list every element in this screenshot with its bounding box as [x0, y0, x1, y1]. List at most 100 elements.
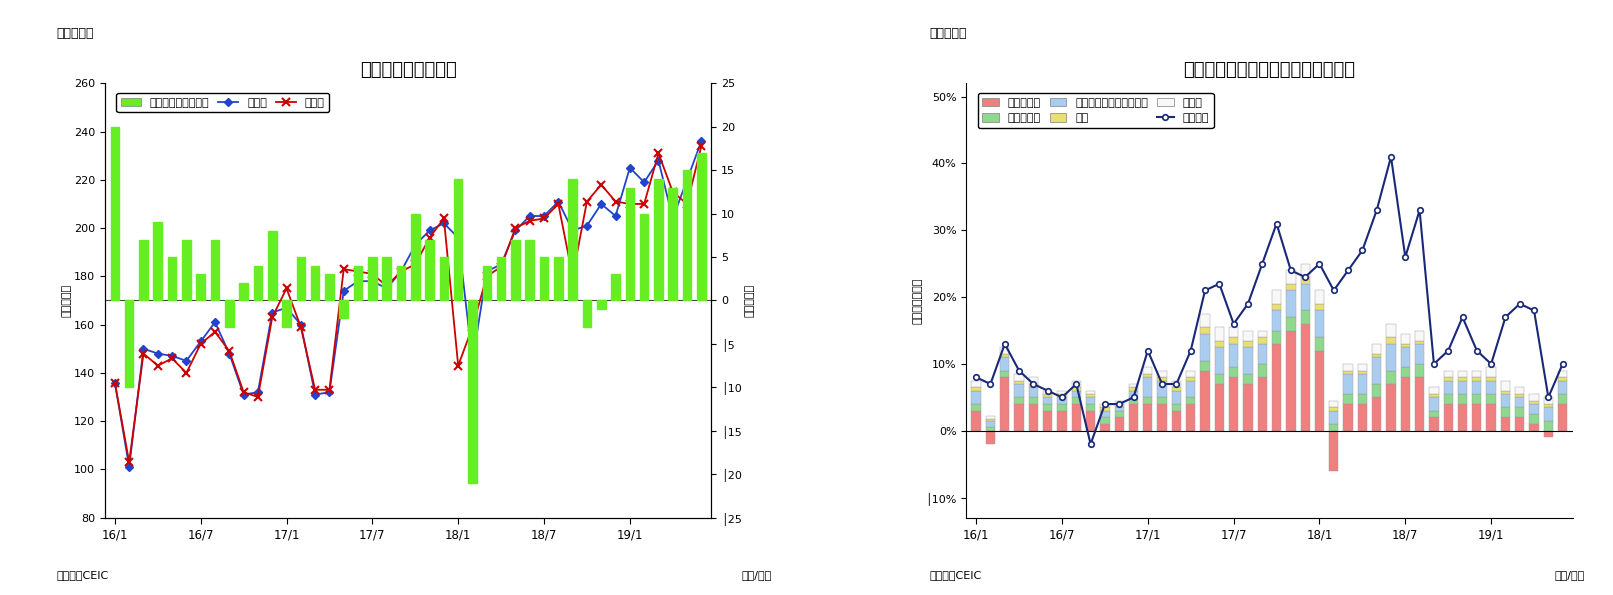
Bar — [1487, 404, 1495, 431]
Bar — [986, 421, 995, 427]
Bar — [1344, 371, 1353, 374]
Bar — [1515, 397, 1524, 408]
Bar — [697, 153, 705, 300]
Y-axis label: （億ドル）: （億ドル） — [61, 284, 71, 317]
Bar — [1458, 381, 1468, 394]
Bar — [1000, 354, 1010, 357]
Bar — [1386, 344, 1395, 371]
Bar — [1015, 381, 1024, 384]
Bar — [1158, 377, 1166, 381]
Bar — [1500, 418, 1510, 431]
Bar — [1386, 384, 1395, 431]
Bar — [1086, 404, 1095, 411]
Bar — [1429, 387, 1439, 394]
Bar — [1500, 408, 1510, 418]
Bar — [1044, 391, 1052, 394]
Bar — [468, 300, 477, 483]
Bar — [326, 274, 334, 300]
Bar — [1429, 397, 1439, 411]
Bar — [582, 300, 592, 327]
Bar — [1458, 404, 1468, 431]
Bar — [1115, 408, 1124, 411]
Bar — [1171, 381, 1181, 387]
Bar — [1473, 394, 1481, 404]
Bar — [986, 416, 995, 419]
Bar — [1229, 377, 1239, 431]
Bar — [1029, 384, 1039, 387]
Bar — [1315, 350, 1324, 431]
Bar — [1058, 394, 1066, 397]
Bar — [1071, 391, 1081, 397]
Bar — [1344, 404, 1353, 431]
Bar — [1344, 374, 1353, 394]
Bar — [1100, 408, 1110, 411]
Bar — [1429, 411, 1439, 418]
Bar — [1200, 314, 1210, 327]
Bar — [1158, 397, 1166, 404]
Bar — [1544, 397, 1553, 404]
Bar — [1487, 394, 1495, 404]
Bar — [1215, 384, 1224, 431]
Bar — [1358, 404, 1368, 431]
Bar — [1358, 374, 1368, 394]
Bar — [971, 387, 981, 391]
Text: （資料）CEIC: （資料）CEIC — [929, 570, 982, 580]
Bar — [1415, 377, 1424, 431]
Bar — [1487, 377, 1495, 381]
Bar — [1058, 397, 1066, 404]
Bar — [1229, 344, 1239, 367]
Bar — [682, 170, 692, 300]
Bar — [1329, 431, 1339, 471]
Bar — [1186, 377, 1195, 381]
Y-axis label: （前年同月比）: （前年同月比） — [913, 277, 923, 324]
Bar — [482, 266, 490, 300]
Bar — [1358, 394, 1368, 404]
Bar — [382, 257, 390, 300]
Bar — [1200, 334, 1210, 361]
Bar — [1300, 284, 1310, 311]
Bar — [1415, 344, 1424, 364]
Bar — [1286, 270, 1295, 284]
Bar — [1500, 381, 1510, 391]
Bar — [1273, 290, 1281, 304]
Text: （資料）CEIC: （資料）CEIC — [56, 570, 108, 580]
Bar — [1315, 337, 1324, 350]
Bar — [339, 300, 348, 318]
Bar — [1086, 394, 1095, 397]
Bar — [1144, 367, 1152, 374]
Bar — [1358, 364, 1368, 371]
Bar — [1529, 414, 1539, 424]
Bar — [540, 257, 548, 300]
Bar — [1086, 411, 1095, 431]
Bar — [1200, 361, 1210, 371]
Bar — [1044, 394, 1052, 397]
Bar — [1373, 354, 1381, 357]
Bar — [971, 381, 981, 387]
Bar — [239, 283, 248, 300]
Bar — [553, 257, 563, 300]
Bar — [1373, 397, 1381, 431]
Bar — [1258, 331, 1266, 337]
Bar — [971, 404, 981, 411]
Bar — [311, 266, 319, 300]
Bar — [1300, 311, 1310, 324]
Bar — [568, 179, 577, 300]
Bar — [139, 240, 148, 300]
Bar — [1015, 404, 1024, 431]
Bar — [1473, 381, 1481, 394]
Bar — [1229, 327, 1239, 337]
Text: （図表５）: （図表５） — [56, 27, 94, 40]
Bar — [1544, 404, 1553, 408]
Text: （図表６）: （図表６） — [929, 27, 968, 40]
Bar — [1100, 418, 1110, 424]
Bar — [1186, 371, 1195, 377]
Bar — [211, 240, 219, 300]
Bar — [1558, 371, 1568, 377]
Bar — [1544, 421, 1553, 431]
Bar — [1386, 371, 1395, 384]
Bar — [1429, 418, 1439, 431]
Bar — [1200, 327, 1210, 334]
Bar — [1186, 381, 1195, 397]
Legend: 電話・部品, 織物・衣類, コンピュータ・電子部品, 履物, その他, 輸出合計: 電話・部品, 織物・衣類, コンピュータ・電子部品, 履物, その他, 輸出合計 — [977, 93, 1213, 128]
Bar — [986, 419, 995, 421]
